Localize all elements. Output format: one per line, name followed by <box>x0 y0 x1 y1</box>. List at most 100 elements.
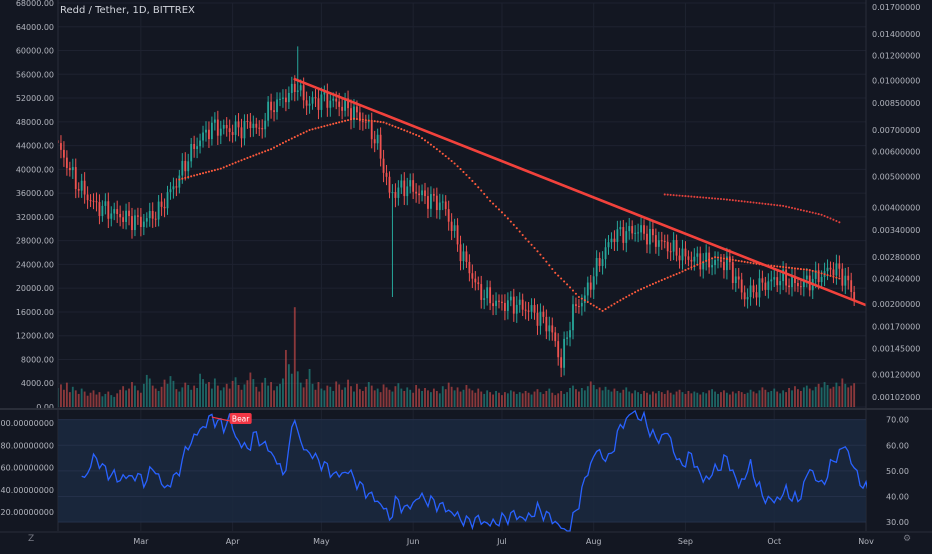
volume-bar <box>107 391 110 407</box>
candle-body <box>261 128 264 130</box>
long-moving-average-dot <box>838 221 841 224</box>
candle-body <box>619 227 622 230</box>
candle-body <box>282 97 284 99</box>
candle-body <box>151 210 154 219</box>
settings-icon[interactable]: ⚙ <box>903 534 912 544</box>
moving-average-dot <box>743 260 746 263</box>
candle-body <box>530 305 533 312</box>
candle-body <box>175 186 178 188</box>
moving-average-dot <box>699 262 702 265</box>
long-moving-average-dot <box>714 197 717 200</box>
moving-average-dot <box>409 131 412 134</box>
oscillator-right-tick-label: 70.00 <box>886 416 909 425</box>
moving-average-dot <box>580 297 583 300</box>
moving-average-dot <box>391 124 394 127</box>
volume-bar <box>554 395 557 407</box>
moving-average-dot <box>273 146 276 149</box>
moving-average-dot <box>438 150 441 153</box>
moving-average-dot <box>512 223 515 226</box>
volume-bar <box>208 382 210 407</box>
moving-average-dot <box>465 173 468 176</box>
volume-bar <box>844 383 847 407</box>
candle-body <box>743 292 746 300</box>
volume-bar <box>545 390 548 407</box>
candle-body <box>521 299 524 310</box>
candle-body <box>622 227 625 243</box>
moving-average-dot <box>634 291 637 294</box>
candle-body <box>717 259 719 261</box>
moving-average-dot <box>808 269 811 272</box>
candle-body <box>216 119 219 136</box>
moving-average-dot <box>216 168 219 171</box>
volume-bar <box>367 382 370 407</box>
candle-body <box>625 231 628 243</box>
candle-body <box>595 257 598 277</box>
volume-bar <box>65 382 68 407</box>
volume-bar <box>397 383 400 407</box>
moving-average-dot <box>527 240 530 243</box>
moving-average-dot <box>278 143 282 146</box>
volume-bar <box>193 385 196 407</box>
long-moving-average-dot <box>808 210 811 214</box>
candle-body <box>515 304 518 314</box>
moving-average-dot <box>515 227 518 230</box>
volume-bar <box>77 393 80 407</box>
moving-average-dot <box>793 267 797 270</box>
moving-average-dot <box>716 256 720 259</box>
volume-bar <box>583 390 586 407</box>
candle-body <box>270 101 273 111</box>
candle-body <box>782 269 785 282</box>
candle-body <box>672 240 675 252</box>
candle-body <box>308 103 311 106</box>
candle-body <box>776 277 779 286</box>
candle-body <box>438 202 441 211</box>
moving-average-dot <box>574 292 577 295</box>
volume-bar <box>63 389 65 407</box>
left-price-tick-label: 0.00 <box>36 403 54 412</box>
left-price-tick-label: 12000.00 <box>16 332 54 341</box>
volume-bar <box>512 391 515 407</box>
candle-body <box>418 193 420 196</box>
moving-average-dot <box>429 143 432 146</box>
volume-bar <box>625 387 628 407</box>
left-price-tick-label: 56000.00 <box>16 70 54 79</box>
long-moving-average-dot <box>690 195 693 198</box>
candle-body <box>498 300 500 302</box>
long-moving-average-dot <box>796 208 799 211</box>
candle-body <box>240 127 243 139</box>
candle-body <box>119 214 122 218</box>
candle-body <box>725 256 728 271</box>
z-icon[interactable]: Z <box>28 534 35 544</box>
volume-bar <box>332 390 335 407</box>
volume-bar <box>604 386 607 407</box>
candle-body <box>598 257 601 266</box>
moving-average-dot <box>388 123 391 126</box>
candle-body <box>385 172 388 177</box>
long-moving-average-dot <box>702 196 705 199</box>
moving-average-dot <box>492 202 495 205</box>
candle-body <box>693 256 696 262</box>
long-moving-average-dot <box>699 196 702 199</box>
candle-body <box>675 240 678 256</box>
volume-bar <box>746 392 749 407</box>
volume-bar <box>681 392 684 407</box>
volume-bar <box>350 386 352 407</box>
bear-label-box <box>229 413 252 424</box>
volume-bar <box>560 390 563 407</box>
candle-body <box>376 134 379 144</box>
candle-body <box>557 341 560 358</box>
candle-body <box>465 251 468 262</box>
candle-body <box>474 278 477 283</box>
candle-body <box>430 194 432 209</box>
candle-body <box>592 276 595 290</box>
volume-bar <box>660 392 663 407</box>
oscillator-line <box>81 409 879 532</box>
volume-bar <box>216 385 219 407</box>
volume-bar <box>462 389 465 407</box>
long-moving-average-dot <box>814 212 817 215</box>
moving-average-dot <box>551 267 554 271</box>
candle-body <box>548 325 551 332</box>
volume-bar <box>113 396 116 407</box>
volume-bar <box>326 385 329 407</box>
